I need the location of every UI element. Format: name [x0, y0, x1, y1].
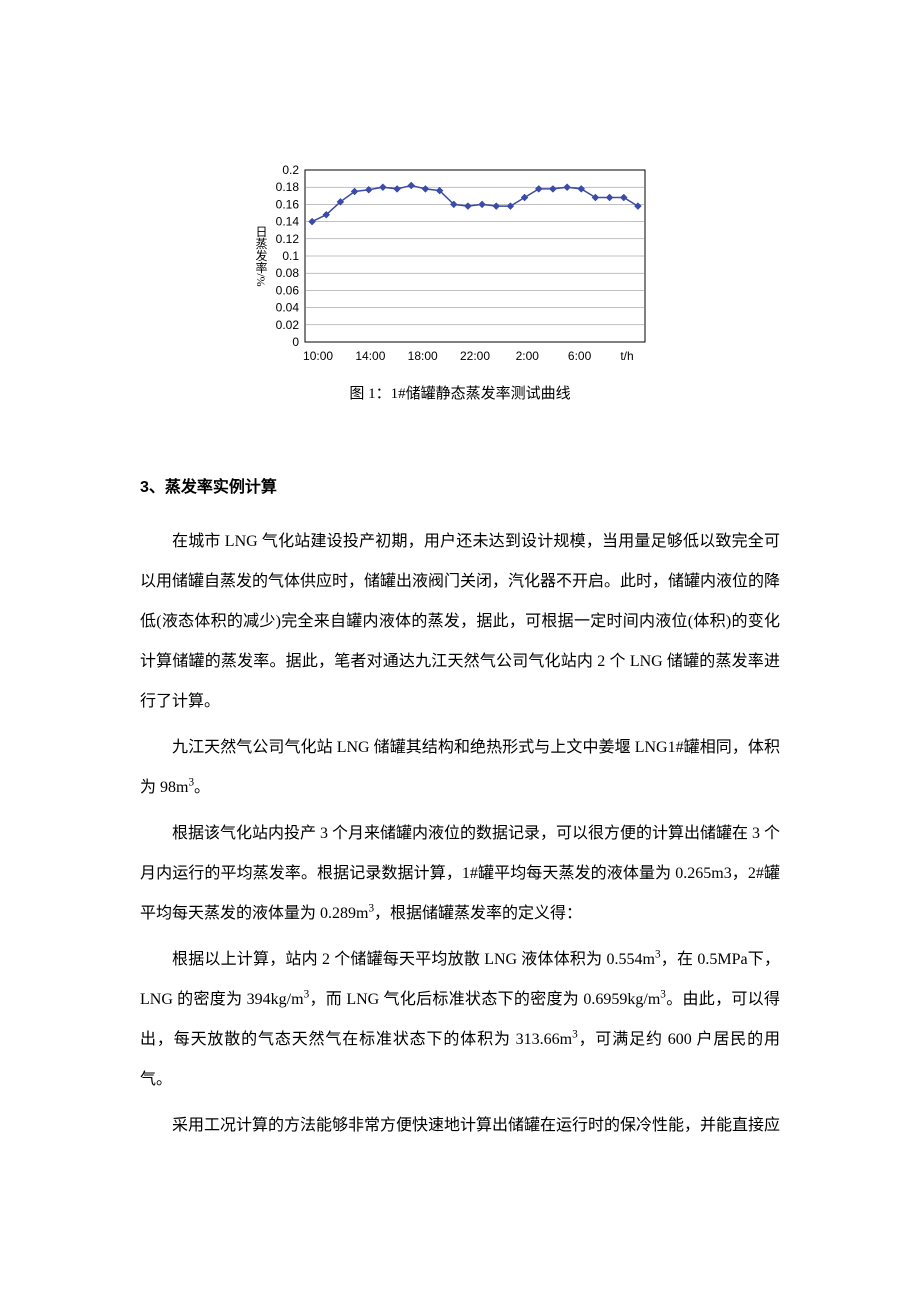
- svg-text:6:00: 6:00: [568, 349, 592, 363]
- svg-text:0.18: 0.18: [276, 180, 300, 194]
- svg-text:0.06: 0.06: [276, 283, 300, 297]
- svg-text:10:00: 10:00: [303, 349, 333, 363]
- svg-text:18:00: 18:00: [408, 349, 438, 363]
- svg-text:0.02: 0.02: [276, 318, 300, 332]
- paragraph-2: 九江天然气公司气化站 LNG 储罐其结构和绝热形式与上文中姜堰 LNG1#罐相同…: [140, 728, 780, 808]
- text: ，而 LNG 气化后标准状态下的密度为 0.6959kg/m: [309, 991, 660, 1008]
- chart-svg: 0 0.02 0.04 0.06 0.08 0.1 0.12 0.14 0.16 0.18 0.2 1…: [245, 160, 665, 372]
- svg-text:0: 0: [292, 335, 299, 349]
- svg-text:0.1: 0.1: [282, 249, 299, 263]
- svg-text:14:00: 14:00: [355, 349, 385, 363]
- svg-text:t/h: t/h: [620, 349, 633, 363]
- section-heading: 3、蒸发率实例计算: [140, 473, 780, 497]
- evaporation-rate-chart: 0 0.02 0.04 0.06 0.08 0.1 0.12 0.14 0.16 0.18 0.2 1…: [245, 160, 675, 372]
- svg-text:0.2: 0.2: [282, 163, 299, 177]
- svg-text:22:00: 22:00: [460, 349, 490, 363]
- paragraph-1: 在城市 LNG 气化站建设投产初期，用户还未达到设计规模，当用量足够低以致完全可…: [140, 522, 780, 722]
- svg-text:0.04: 0.04: [276, 301, 300, 315]
- svg-text:日蒸发率/%: 日蒸发率/%: [254, 225, 268, 286]
- svg-text:0.08: 0.08: [276, 266, 300, 280]
- svg-text:0.12: 0.12: [276, 232, 300, 246]
- svg-text:0.14: 0.14: [276, 215, 300, 229]
- text: 九江天然气公司气化站 LNG 储罐其结构和绝热形式与上文中姜堰 LNG1#罐相同…: [140, 739, 780, 796]
- text: 根据以上计算，站内 2 个储罐每天平均放散 LNG 液体体积为 0.554m: [172, 951, 655, 968]
- paragraph-5: 采用工况计算的方法能够非常方便快速地计算出储罐在运行时的保冷性能，并能直接应: [140, 1106, 780, 1146]
- text: 。: [194, 779, 210, 796]
- chart-caption: 图 1：1#储罐静态蒸发率测试曲线: [140, 382, 780, 403]
- svg-text:2:00: 2:00: [516, 349, 540, 363]
- text: ，根据储罐蒸发率的定义得：: [374, 905, 582, 922]
- svg-text:0.16: 0.16: [276, 197, 300, 211]
- paragraph-3: 根据该气化站内投产 3 个月来储罐内液位的数据记录，可以很方便的计算出储罐在 3…: [140, 814, 780, 934]
- paragraph-4: 根据以上计算，站内 2 个储罐每天平均放散 LNG 液体体积为 0.554m3，…: [140, 940, 780, 1100]
